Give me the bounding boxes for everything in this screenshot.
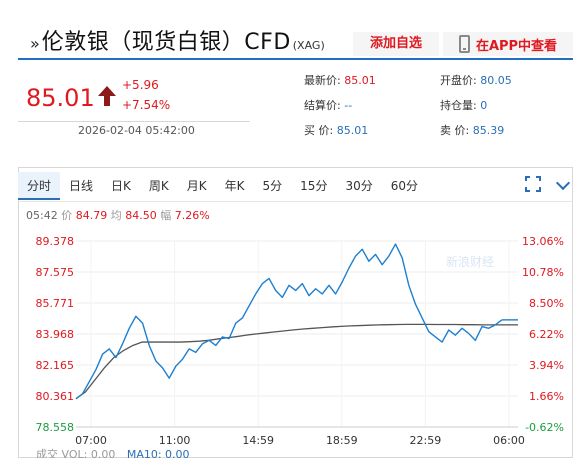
tab-weekly-k[interactable]: 周K xyxy=(148,179,169,193)
y-right-tick-label: 10.78% xyxy=(522,266,564,279)
stat-bid-label: 买 价: xyxy=(304,124,334,137)
up-arrow-icon xyxy=(98,86,116,106)
volume-label: 成交 xyxy=(36,448,58,458)
y-right-tick-label: 1.66% xyxy=(529,390,564,403)
title-arrow-icon: » xyxy=(30,34,40,53)
chart-tabs: 分时 日线 日K 周K 月K 年K 5分 15分 30分 60分 xyxy=(18,172,427,200)
tab-15min[interactable]: 15分 xyxy=(300,179,328,193)
tab-yearly-k[interactable]: 年K xyxy=(224,179,245,193)
crosshair-info: 05:42 价 84.79 均 84.50 幅 7.26% xyxy=(26,207,210,223)
stat-ask-label: 卖 价: xyxy=(440,124,470,137)
stat-latest-value: 85.01 xyxy=(344,74,376,87)
add-favorite-button[interactable]: 添加自选 xyxy=(353,32,439,56)
info-amp: 7.26% xyxy=(174,209,210,222)
volume-ma10: MA10: 0.00 xyxy=(126,448,190,458)
y-right-tick-label: 13.06% xyxy=(522,235,564,248)
quote-divider xyxy=(18,121,250,122)
info-time: 05:42 xyxy=(26,209,58,222)
stat-open-interest-value: 0 xyxy=(480,99,488,112)
y-right-tick-label: 6.22% xyxy=(529,328,564,341)
info-avg-label: 均 xyxy=(110,209,122,222)
tab-monthly-k[interactable]: 月K xyxy=(186,179,207,193)
stat-bid-value: 85.01 xyxy=(336,124,369,137)
info-amp-label: 幅 xyxy=(160,209,172,222)
tab-30min[interactable]: 30分 xyxy=(345,179,373,193)
stat-open-interest-label: 持仓量: xyxy=(440,99,477,112)
stat-ask-value: 85.39 xyxy=(472,124,505,137)
tabs-divider xyxy=(18,201,573,202)
quote-timestamp: 2026-02-04 05:42:00 xyxy=(78,124,195,137)
stats-left-column: 最新价: 85.01 结算价: -- 买 价: 85.01 xyxy=(304,74,376,149)
volume-value: VOL: 0.00 xyxy=(61,448,116,458)
tab-60min[interactable]: 60分 xyxy=(390,179,419,193)
stat-settle: 结算价: -- xyxy=(304,99,376,124)
x-tick-label: 06:00 xyxy=(493,434,525,447)
stat-ask: 卖 价: 85.39 xyxy=(440,124,512,149)
view-in-app-button[interactable]: 在APP中查看 xyxy=(443,32,573,56)
current-price: 85.01 xyxy=(26,84,95,112)
y-left-tick-label: 82.165 xyxy=(36,359,75,372)
quote-header: » 伦敦银（现货白银）CFD (XAG) 添加自选 在APP中查看 xyxy=(0,0,573,60)
y-left-tick-label: 87.575 xyxy=(36,266,75,279)
chart-tools xyxy=(525,176,571,192)
price-change-percent: +7.54% xyxy=(122,98,171,112)
stat-latest: 最新价: 85.01 xyxy=(304,74,376,99)
quote-summary: 85.01 +5.96 +7.54% xyxy=(18,70,248,122)
header-divider xyxy=(18,58,573,60)
stat-open: 开盘价: 80.05 xyxy=(440,74,512,99)
stat-open-interest: 持仓量: 0 xyxy=(440,99,512,124)
y-left-tick-label: 80.361 xyxy=(36,390,75,403)
stat-bid: 买 价: 85.01 xyxy=(304,124,376,149)
stat-open-label: 开盘价: xyxy=(440,74,477,87)
stat-latest-label: 最新价: xyxy=(304,74,341,87)
y-right-tick-label: 8.50% xyxy=(529,297,564,310)
info-price: 84.79 xyxy=(75,209,108,222)
watermark: 新浪财经 xyxy=(446,254,494,269)
title-block: » 伦敦银（现货白银）CFD (XAG) xyxy=(30,24,325,56)
price-change: +5.96 xyxy=(122,78,159,92)
title-code: (XAG) xyxy=(292,39,325,52)
stat-open-value: 80.05 xyxy=(480,74,512,87)
info-price-label: 价 xyxy=(61,209,73,222)
x-tick-label: 07:00 xyxy=(75,434,107,447)
x-tick-label: 22:59 xyxy=(410,434,442,447)
y-right-tick-label: 3.94% xyxy=(529,359,564,372)
y-left-tick-label: 78.558 xyxy=(36,421,75,434)
y-left-tick-label: 83.968 xyxy=(36,328,75,341)
tab-intraday[interactable]: 分时 xyxy=(18,172,61,200)
y-left-tick-label: 85.771 xyxy=(36,297,75,310)
x-tick-label: 18:59 xyxy=(326,434,358,447)
stat-settle-value: -- xyxy=(344,99,353,112)
x-tick-label: 14:59 xyxy=(242,434,274,447)
header-actions: 添加自选 在APP中查看 xyxy=(353,32,573,56)
tab-day-line[interactable]: 日线 xyxy=(69,179,94,193)
y-left-tick-label: 89.378 xyxy=(36,235,75,248)
tab-daily-k[interactable]: 日K xyxy=(111,179,131,193)
volume-info: 成交 VOL: 0.00 MA10: 0.00 xyxy=(36,446,190,458)
phone-icon xyxy=(458,35,470,53)
price-line xyxy=(75,243,503,400)
info-avg: 84.50 xyxy=(125,209,157,222)
expand-icon[interactable] xyxy=(525,176,541,192)
average-price-line xyxy=(75,323,502,400)
stats-right-column: 开盘价: 80.05 持仓量: 0 卖 价: 85.39 xyxy=(440,74,512,149)
tab-5min[interactable]: 5分 xyxy=(262,179,283,193)
page-title: 伦敦银（现货白银）CFD xyxy=(41,30,291,55)
stat-settle-label: 结算价: xyxy=(304,99,341,112)
view-in-app-label: 在APP中查看 xyxy=(475,38,558,54)
y-right-tick-label: -0.62% xyxy=(525,421,564,434)
x-tick-label: 11:00 xyxy=(159,434,191,447)
